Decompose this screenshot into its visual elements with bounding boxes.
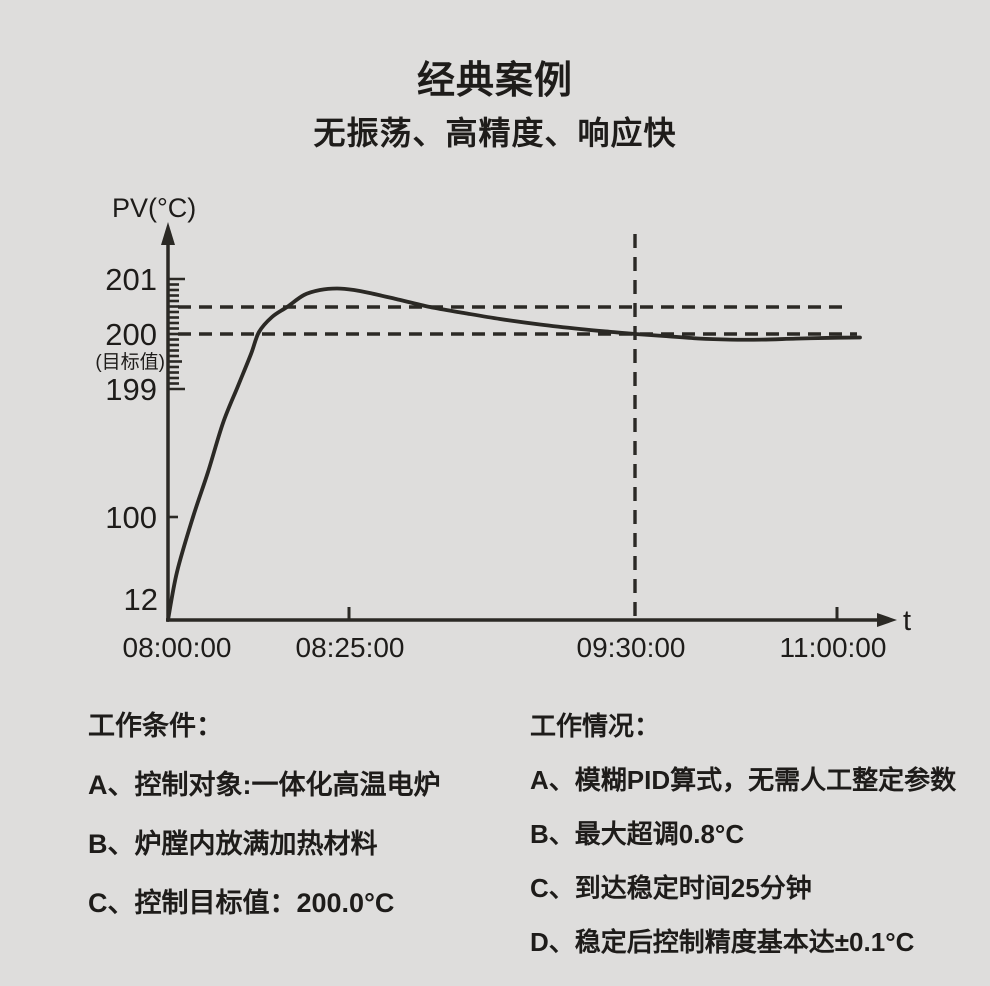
results-heading: 工作情况：: [530, 711, 661, 741]
y-tick-label: 100: [105, 500, 157, 535]
x-axis-label: t: [903, 605, 911, 637]
result-item-d: D、稳定后控制精度基本达±0.1°C: [530, 927, 915, 957]
condition-item-c: C、控制目标值：200.0°C: [88, 888, 395, 918]
condition-item-a: A、控制对象:一体化高温电炉: [88, 770, 441, 800]
y-axis-arrow-icon: [161, 222, 175, 245]
x-tick-label: 08:25:00: [296, 632, 405, 663]
x-tick-label: 11:00:00: [780, 632, 887, 663]
page-subtitle: 无振荡、高精度、响应快: [313, 115, 677, 151]
y-axis-label: PV(°C): [112, 193, 196, 223]
y-tick-label: 199: [105, 372, 157, 407]
result-item-b: B、最大超调0.8°C: [530, 819, 745, 849]
pv-curve: [166, 286, 862, 622]
working-conditions-section: 工作条件： A、控制对象:一体化高温电炉 B、炉膛内放满加热材料 C、控制目标值…: [88, 706, 441, 923]
x-axis-arrow-icon: [877, 613, 897, 627]
condition-item-b: B、炉膛内放满加热材料: [88, 829, 378, 859]
result-item-c: C、到达稳定时间25分钟: [530, 873, 812, 903]
target-value-note: (目标值): [95, 351, 165, 373]
page-title: 经典案例: [416, 60, 573, 102]
pid-response-chart: PV(°C) t 201 200 199 100 12 (目标值) 08:00:00 08:25:…: [95, 193, 911, 663]
y-tick-label: 201: [105, 262, 157, 297]
x-tick-label: 08:00:00: [123, 632, 232, 663]
y-tick-label: 200: [105, 317, 157, 352]
result-item-a: A、模糊PID算式，无需人工整定参数: [530, 765, 957, 795]
conditions-heading: 工作条件：: [88, 711, 223, 741]
y-tick-label: 12: [124, 582, 158, 617]
x-tick-label: 09:30:00: [577, 632, 686, 663]
working-results-section: 工作情况： A、模糊PID算式，无需人工整定参数 B、最大超调0.8°C C、到…: [530, 706, 956, 962]
